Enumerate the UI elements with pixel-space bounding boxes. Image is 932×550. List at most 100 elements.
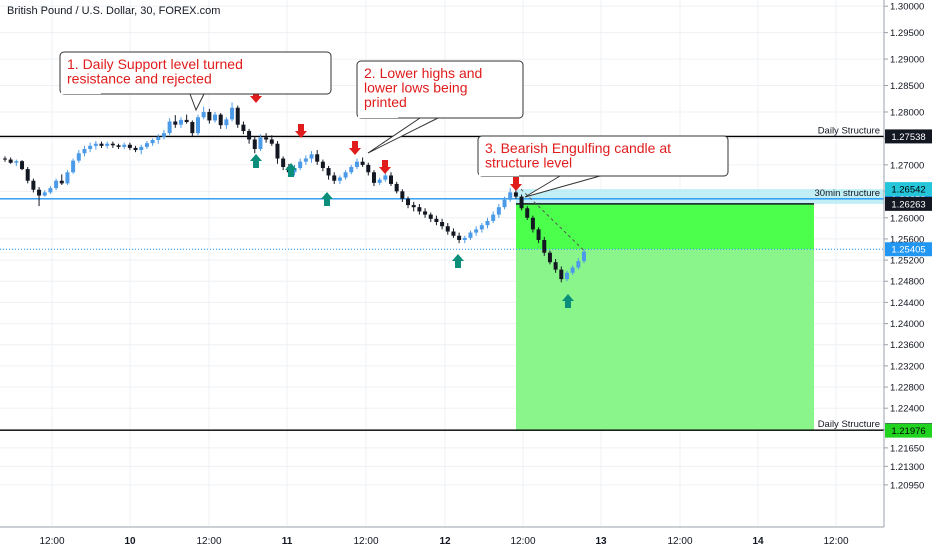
candle	[144, 141, 149, 149]
structure-label: Daily Structure	[818, 419, 880, 430]
candle	[31, 178, 36, 193]
candle	[485, 217, 490, 229]
candle	[547, 250, 552, 265]
y-tick-label: 1.22800	[890, 383, 924, 394]
candle	[564, 270, 569, 282]
up-arrow-icon	[285, 163, 297, 177]
open-profit-zone	[516, 203, 814, 250]
svg-text:1.27538: 1.27538	[891, 132, 925, 143]
x-tick-label: 12:00	[196, 536, 221, 547]
target-zone	[516, 249, 814, 431]
candle	[445, 223, 450, 235]
candle	[428, 212, 433, 222]
candle	[377, 177, 382, 185]
price-tag: 1.26263	[885, 196, 932, 211]
candle	[536, 227, 541, 244]
y-tick-label: 1.28000	[890, 107, 924, 118]
candles	[3, 102, 586, 283]
candle	[411, 201, 416, 212]
callout-text: lower lows being	[364, 80, 468, 96]
candle	[298, 158, 303, 171]
y-tick-label: 1.21300	[890, 462, 924, 473]
candle	[76, 150, 81, 163]
candle	[156, 134, 161, 144]
price-tag: 1.25405	[885, 242, 932, 257]
candle	[269, 135, 274, 146]
candle	[326, 165, 331, 180]
x-tick-label: 11	[282, 536, 293, 547]
x-tick-label: 10	[124, 536, 136, 547]
structure-label: 30min structure	[815, 188, 880, 199]
price-tag: 1.21976	[885, 423, 932, 438]
y-tick-label: 1.29500	[890, 28, 924, 39]
svg-text:1.26542: 1.26542	[891, 185, 925, 196]
candle	[360, 157, 365, 167]
price-axis[interactable]: 1.30000 1.29500 1.29000 1.28500 1.28000 1.275…	[883, 0, 932, 527]
projection-dash	[520, 188, 585, 251]
svg-text:1.26263: 1.26263	[891, 199, 925, 210]
y-tick-label: 1.24800	[890, 277, 924, 288]
callout-pointer	[189, 93, 205, 112]
candle	[440, 218, 445, 230]
up-arrow-icon	[452, 254, 464, 268]
callout-text: structure level	[485, 155, 572, 171]
structure-label: Daily Structure	[818, 125, 880, 136]
candle	[496, 204, 501, 218]
y-tick-label: 1.21650	[890, 443, 924, 454]
time-axis[interactable]: 12:00 10 12:00 11 12:00 12 12:00 13 12:00 14 12:00	[0, 526, 884, 547]
candle	[218, 113, 223, 129]
y-tick-label: 1.23600	[890, 340, 924, 351]
callout-text: printed	[364, 94, 407, 110]
candle	[479, 223, 484, 233]
y-tick-label: 1.29000	[890, 55, 924, 66]
candle	[468, 230, 473, 240]
candle	[474, 226, 479, 236]
down-arrow-icon	[349, 141, 361, 155]
projection-line	[520, 188, 585, 251]
y-tick-label: 1.25200	[890, 256, 924, 267]
candle	[366, 162, 371, 176]
candle	[110, 141, 115, 148]
candle	[303, 155, 308, 165]
down-arrow-icon	[295, 124, 307, 138]
candle	[116, 143, 121, 149]
candle	[82, 145, 87, 157]
callout-text: resistance and rejected	[67, 71, 212, 87]
candle	[491, 211, 496, 224]
candle	[394, 181, 399, 194]
callout-pointer	[524, 175, 601, 198]
candle	[292, 164, 297, 176]
candle	[337, 175, 342, 184]
down-arrow-icon	[379, 160, 391, 174]
candle	[150, 138, 155, 146]
candle	[224, 117, 229, 129]
candle	[315, 150, 320, 165]
candle	[25, 166, 30, 184]
x-tick-label: 12:00	[510, 536, 535, 547]
candle	[332, 172, 337, 184]
up-arrow-icon	[250, 154, 262, 168]
candle	[48, 186, 53, 194]
candle	[570, 265, 575, 275]
candle	[281, 156, 286, 171]
y-tick-label: 1.23200	[890, 361, 924, 372]
candle	[201, 106, 206, 120]
candle	[127, 142, 132, 151]
candle	[14, 159, 19, 166]
candle	[559, 266, 564, 283]
callout-text: 2. Lower highs and	[364, 65, 482, 81]
y-tick-label: 1.27000	[890, 160, 924, 171]
x-tick-label: 12:00	[39, 536, 64, 547]
candle	[576, 257, 581, 270]
candle	[530, 215, 535, 233]
candle	[434, 215, 439, 226]
candle	[343, 170, 348, 180]
candle	[235, 105, 240, 128]
x-tick-label: 12:00	[823, 536, 848, 547]
candle	[105, 141, 110, 149]
candle	[457, 232, 462, 244]
candle	[406, 196, 411, 209]
x-tick-label: 12:00	[667, 536, 692, 547]
